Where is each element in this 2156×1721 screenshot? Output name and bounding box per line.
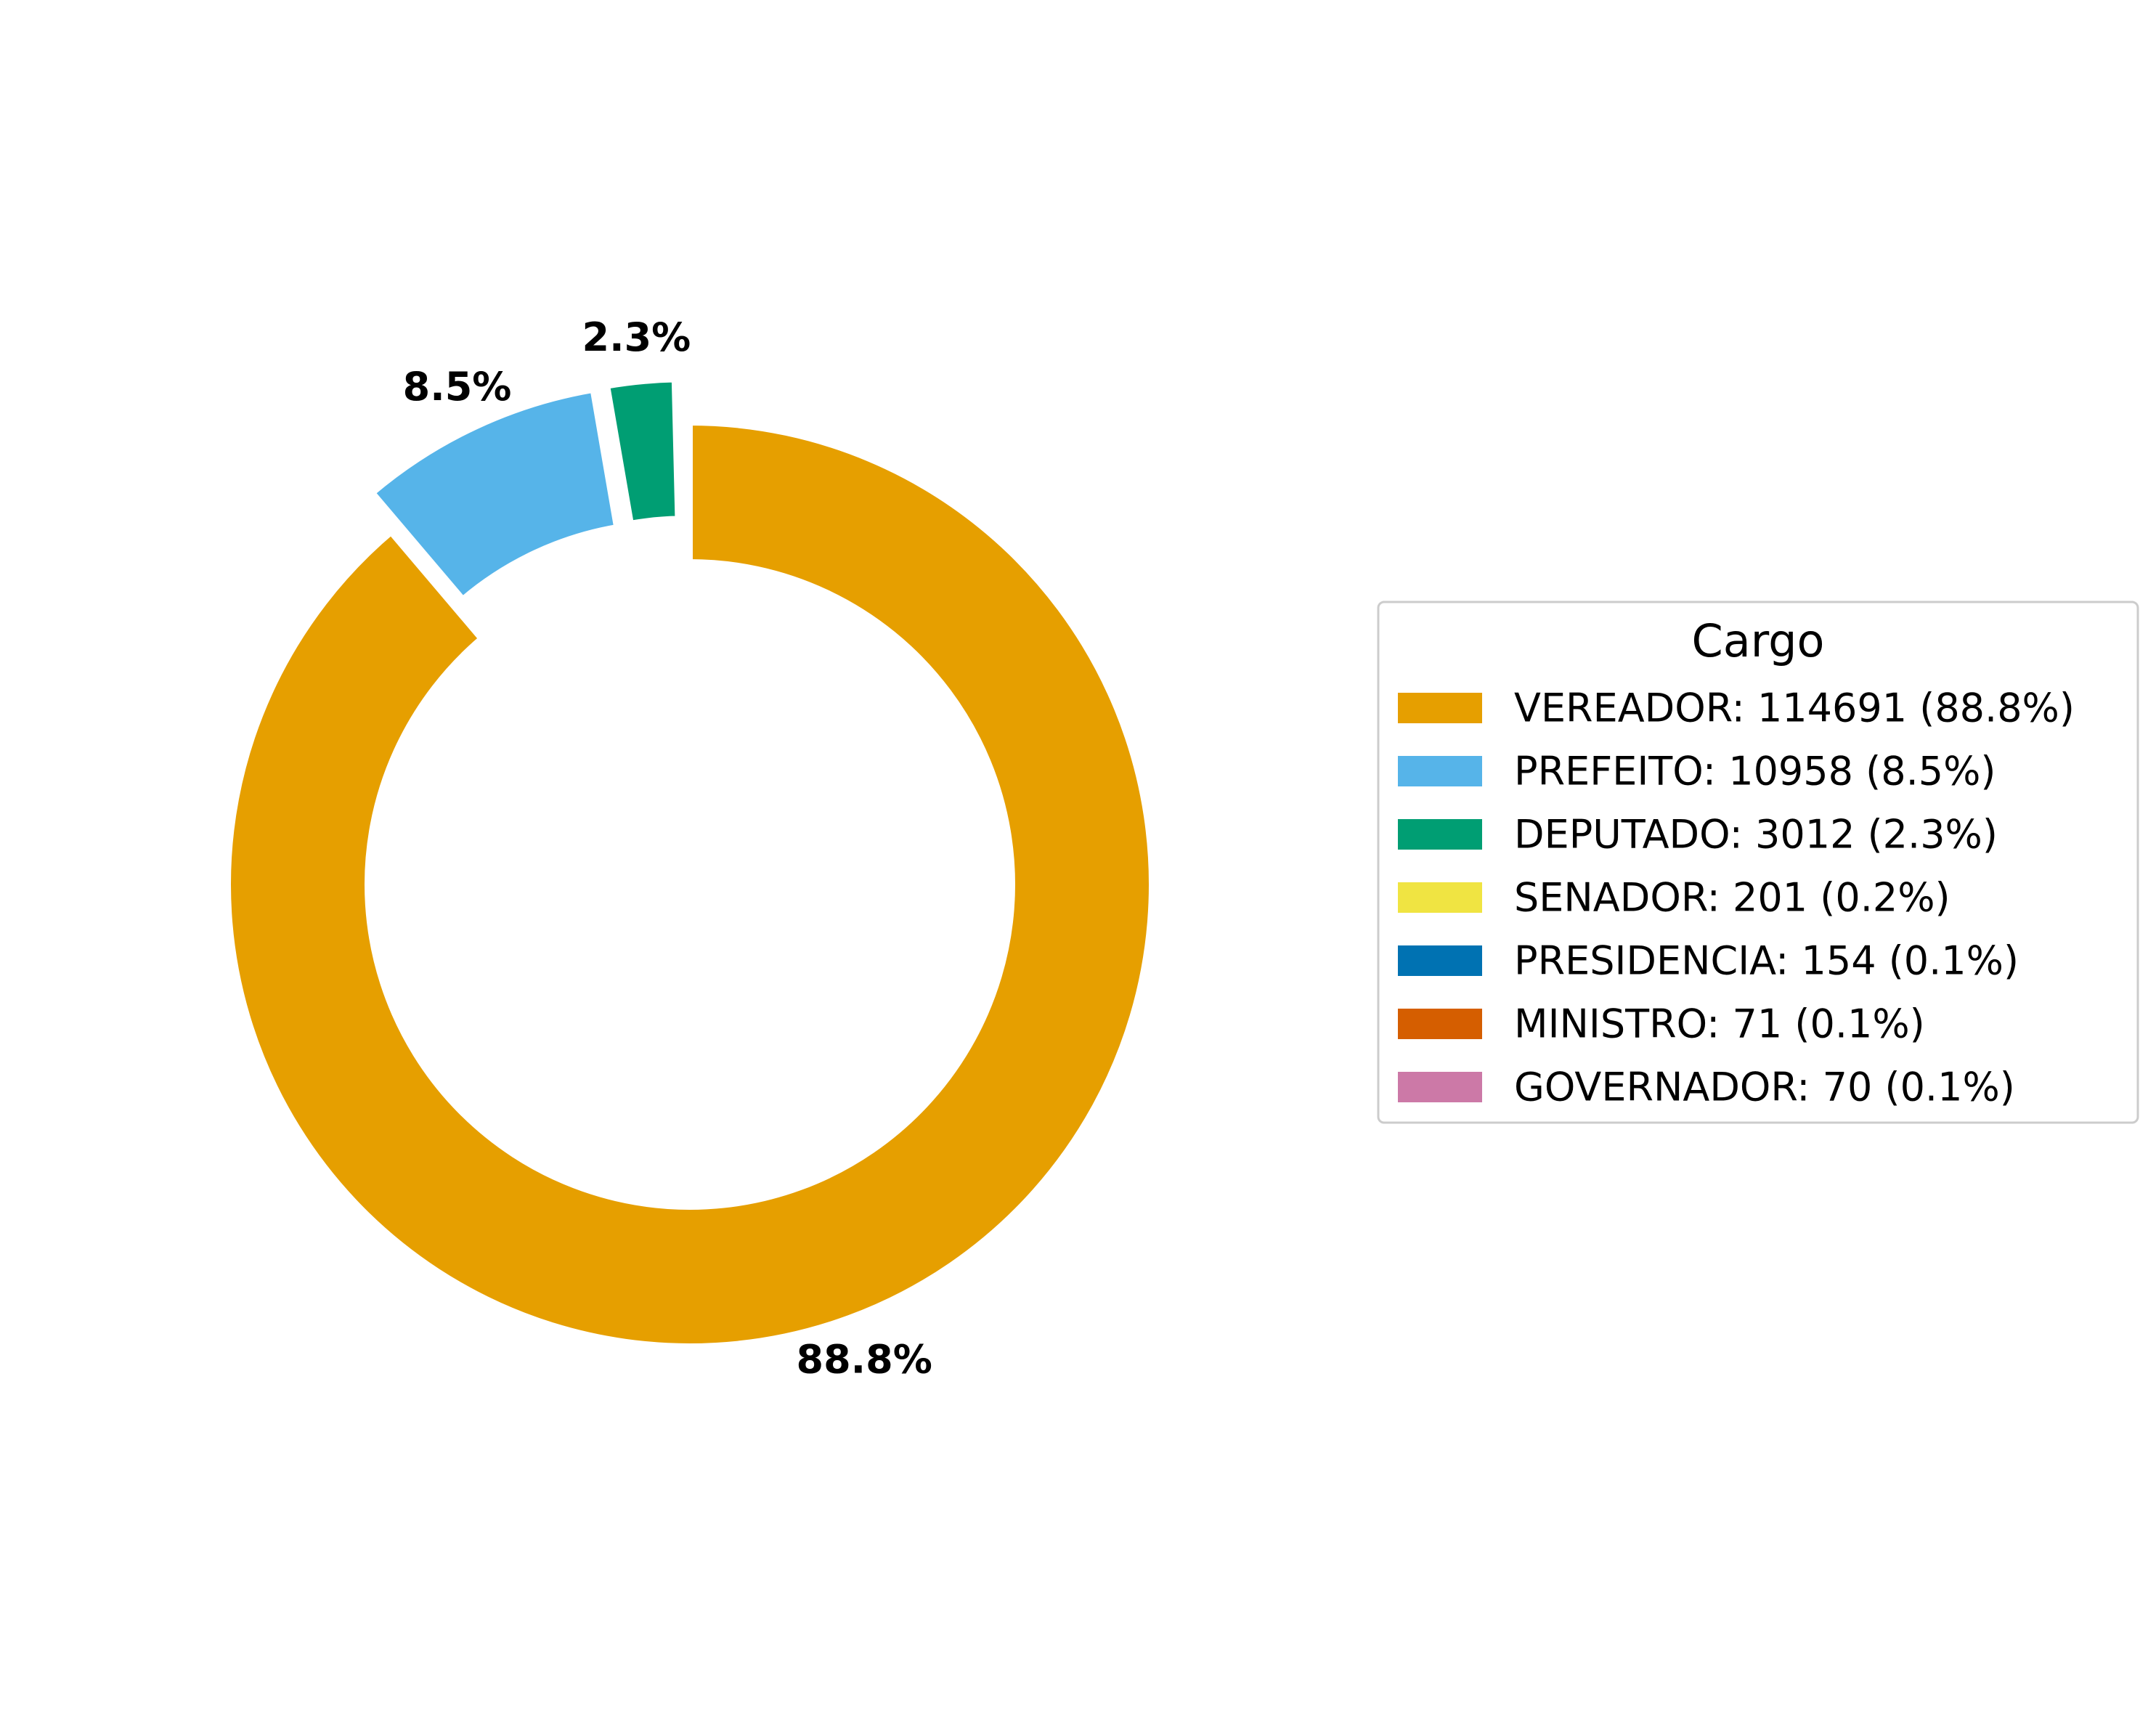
legend-swatch-senador	[1398, 882, 1482, 913]
legend-label-ministro: MINISTRO: 71 (0.1%)	[1514, 1001, 1925, 1047]
legend-label-deputado: DEPUTADO: 3012 (2.3%)	[1514, 812, 1998, 858]
legend-title: Cargo	[1692, 614, 1825, 667]
legend-label-vereador: VEREADOR: 114691 (88.8%)	[1514, 685, 2075, 731]
donut-slices	[225, 376, 1155, 1349]
slice-governador	[685, 376, 693, 522]
slice-deputado	[604, 376, 681, 526]
percent-label-prefeito: 8.5%	[403, 364, 512, 410]
legend-swatch-vereador	[1398, 693, 1482, 723]
legend-swatch-deputado	[1398, 819, 1482, 850]
slice-prefeito	[370, 386, 620, 603]
percent-label-deputado: 2.3%	[582, 314, 691, 360]
legend-swatch-ministro	[1398, 1009, 1482, 1039]
legend-frame	[1377, 601, 2139, 1124]
percent-label-vereador: 88.8%	[797, 1337, 932, 1383]
legend-label-governador: GOVERNADOR: 70 (0.1%)	[1514, 1065, 2015, 1110]
legend-entries: VEREADOR: 114691 (88.8%) PREFEITO: 10958 …	[1398, 685, 2075, 1110]
legend-swatch-governador	[1398, 1072, 1482, 1102]
legend-swatch-presidencia	[1398, 945, 1482, 976]
legend-label-senador: SENADOR: 201 (0.2%)	[1514, 875, 1950, 921]
legend-label-prefeito: PREFEITO: 10958 (8.5%)	[1514, 749, 1996, 794]
slice-vereador	[225, 420, 1155, 1349]
legend-swatch-prefeito	[1398, 756, 1482, 786]
percent-labels: 88.8% 8.5% 2.3%	[403, 314, 932, 1382]
legend-label-presidencia: PRESIDENCIA: 154 (0.1%)	[1514, 938, 2019, 984]
legend: Cargo VEREADOR: 114691 (88.8%) PREFEITO: …	[1377, 601, 2139, 1124]
